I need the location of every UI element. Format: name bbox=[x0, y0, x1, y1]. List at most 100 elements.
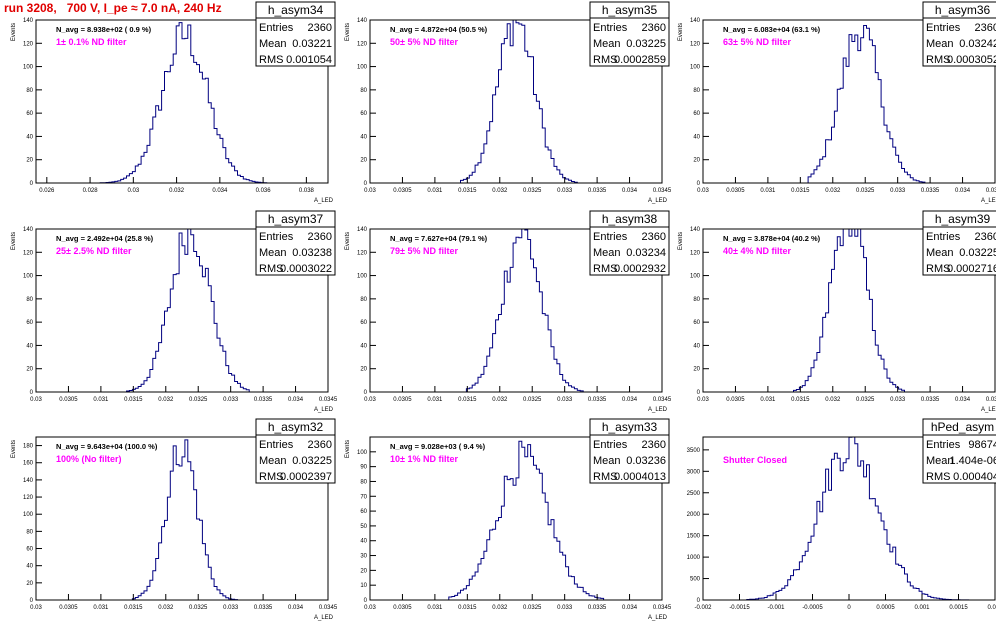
histogram-title: h_asym38 bbox=[602, 212, 658, 226]
y-tick-label: 40 bbox=[26, 564, 33, 570]
x-tick-label: 0.033 bbox=[890, 188, 906, 194]
x-tick-label: 0.032 bbox=[492, 397, 508, 403]
x-tick-label: 0.0335 bbox=[588, 188, 607, 194]
x-tick-label: 0.032 bbox=[492, 188, 508, 194]
y-tick-label: 60 bbox=[26, 111, 33, 117]
histogram-title: h_asym39 bbox=[935, 212, 991, 226]
stats-label-mean: Mean bbox=[259, 247, 287, 259]
stats-label-mean: Mean bbox=[926, 455, 954, 467]
stats-label-entries: Entries bbox=[259, 231, 294, 243]
histogram-panel-h_asym35: 0.03 0.0305 0.031 0.0315 0.032 0.0325 0.033 0.0… bbox=[345, 1, 672, 204]
x-tick-label: 0.034 bbox=[288, 605, 304, 611]
x-tick-label: 0.034 bbox=[288, 397, 304, 403]
stats-label-rms: RMS bbox=[926, 471, 950, 483]
y-axis-title: Events bbox=[345, 232, 351, 250]
y-axis-title: Events bbox=[345, 23, 351, 41]
y-tick-label: 140 bbox=[357, 227, 368, 233]
y-tick-label: 80 bbox=[26, 529, 33, 535]
y-tick-label: 100 bbox=[357, 65, 368, 71]
stats-label-entries: Entries bbox=[593, 439, 628, 451]
x-axis-title: A_LED bbox=[314, 615, 334, 621]
stats-value-entries: 2360 bbox=[642, 439, 666, 451]
stats-label-mean: Mean bbox=[259, 455, 287, 467]
y-tick-label: 40 bbox=[360, 539, 367, 545]
y-tick-label: 40 bbox=[693, 134, 700, 140]
stats-label-mean: Mean bbox=[593, 455, 621, 467]
y-tick-label: 80 bbox=[360, 297, 367, 303]
x-tick-label: 0.031 bbox=[93, 397, 109, 403]
histogram-panel-h_asym37: 0.03 0.0305 0.031 0.0315 0.032 0.0325 0.033 0.0… bbox=[11, 210, 338, 413]
y-tick-label: 0 bbox=[364, 598, 368, 604]
x-tick-label: 0.0325 bbox=[856, 188, 875, 194]
y-tick-label: 90 bbox=[360, 465, 367, 471]
x-tick-label: 0.0005 bbox=[876, 605, 895, 611]
y-tick-label: 80 bbox=[26, 297, 33, 303]
filter-label: 25± 2.5% ND filter bbox=[56, 246, 132, 256]
y-tick-label: 60 bbox=[693, 111, 700, 117]
navg-label: N_avg = 3.878e+04 (40.2 %) bbox=[723, 234, 821, 243]
stats-value-entries: 2360 bbox=[975, 22, 996, 34]
filter-label: 63± 5% ND filter bbox=[723, 37, 791, 47]
y-tick-label: 60 bbox=[26, 547, 33, 553]
x-tick-label: 0.0315 bbox=[458, 188, 477, 194]
stats-box bbox=[589, 210, 670, 276]
navg-label: N_avg = 2.492e+04 (25.8 %) bbox=[56, 234, 154, 243]
x-tick-label: -0.0005 bbox=[802, 605, 823, 611]
histogram-title: h_asym36 bbox=[935, 3, 991, 17]
x-tick-label: 0.0345 bbox=[986, 397, 996, 403]
x-tick-label: 0.033 bbox=[890, 397, 906, 403]
x-tick-label: 0.0345 bbox=[653, 605, 672, 611]
stats-label-rms: RMS bbox=[926, 263, 950, 275]
y-tick-label: 20 bbox=[26, 581, 33, 587]
y-axis-title: Events bbox=[11, 23, 17, 41]
x-tick-label: 0.031 bbox=[760, 188, 776, 194]
x-axis-title: A_LED bbox=[981, 407, 996, 413]
x-tick-label: 0.031 bbox=[427, 605, 443, 611]
y-tick-label: 120 bbox=[23, 495, 34, 501]
stats-label-mean: Mean bbox=[259, 38, 287, 50]
stats-value-mean: 0.03225 bbox=[292, 455, 332, 467]
y-axis-title: Events bbox=[11, 232, 17, 250]
plot-frame bbox=[702, 228, 996, 393]
y-tick-label: 20 bbox=[360, 158, 367, 164]
y-tick-label: 60 bbox=[693, 320, 700, 326]
y-tick-label: 2500 bbox=[687, 491, 701, 497]
x-tick-label: 0.033 bbox=[557, 188, 573, 194]
x-tick-label: 0.0325 bbox=[523, 188, 542, 194]
y-tick-label: 2000 bbox=[687, 512, 701, 518]
histogram-title: h_asym37 bbox=[268, 212, 324, 226]
stats-label-rms: RMS bbox=[259, 471, 283, 483]
stats-label-entries: Entries bbox=[926, 231, 961, 243]
y-tick-label: 100 bbox=[690, 65, 701, 71]
x-tick-label: 0.033 bbox=[223, 605, 239, 611]
x-tick-label: 0.0305 bbox=[726, 397, 745, 403]
y-tick-label: 40 bbox=[360, 134, 367, 140]
y-tick-label: 100 bbox=[690, 274, 701, 280]
stats-box bbox=[589, 418, 670, 484]
x-tick-label: 0.0325 bbox=[189, 605, 208, 611]
x-tick-label: -0.0015 bbox=[729, 605, 750, 611]
navg-label: N_avg = 7.627e+04 (79.1 %) bbox=[390, 234, 488, 243]
navg-label: N_avg = 4.872e+04 (50.5 %) bbox=[390, 25, 488, 34]
stats-value-rms: 0.000404 bbox=[953, 471, 996, 483]
histogram-panel-hPed_asym: -0.002 -0.0015 -0.001 -0.0005 0 0.0005 0.001 0.… bbox=[687, 418, 996, 611]
stats-box bbox=[255, 210, 336, 276]
stats-value-entries: 2360 bbox=[308, 231, 332, 243]
histogram-title: h_asym33 bbox=[602, 420, 658, 434]
stats-box bbox=[922, 210, 996, 276]
filter-label: 100% (No filter) bbox=[56, 454, 122, 464]
y-tick-label: 120 bbox=[690, 41, 701, 47]
y-tick-label: 80 bbox=[693, 88, 700, 94]
y-tick-label: 0 bbox=[30, 598, 34, 604]
y-tick-label: 20 bbox=[693, 367, 700, 373]
x-tick-label: 0.03 bbox=[697, 188, 709, 194]
y-tick-label: 30 bbox=[360, 554, 367, 560]
y-tick-label: 60 bbox=[360, 111, 367, 117]
x-tick-label: 0.031 bbox=[93, 605, 109, 611]
x-tick-label: 0.034 bbox=[955, 188, 971, 194]
histogram-title: h_asym35 bbox=[602, 3, 658, 17]
stats-box bbox=[589, 1, 670, 67]
x-tick-label: 0.0315 bbox=[458, 605, 477, 611]
x-tick-label: 0.03 bbox=[30, 605, 42, 611]
